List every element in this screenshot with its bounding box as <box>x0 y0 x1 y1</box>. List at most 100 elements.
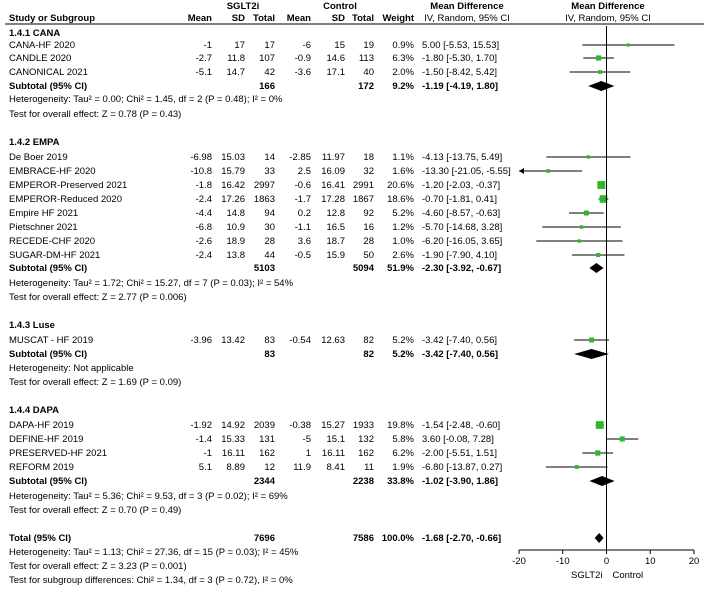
study-m2: -0.5 <box>295 250 311 261</box>
study-m2: -5 <box>303 434 311 445</box>
total-heterogeneity: Heterogeneity: Tau² = 1.13; Chi² = 27.36… <box>9 547 299 558</box>
study-m1: -2.4 <box>196 194 212 205</box>
study-n1: 44 <box>264 250 275 261</box>
study-marker <box>579 225 584 229</box>
subtotal-n2: 82 <box>363 349 374 360</box>
study-m1: -3.96 <box>190 335 212 346</box>
study-weight: 6.3% <box>392 53 414 64</box>
subgroup-heterogeneity: Heterogeneity: Tau² = 0.00; Chi² = 1.45,… <box>9 94 283 105</box>
study-marker <box>595 55 602 61</box>
study-m1: -6.8 <box>196 222 212 233</box>
study-sd2: 17.28 <box>321 194 345 205</box>
study-marker <box>546 169 551 173</box>
study-name: Empire HF 2021 <box>9 208 78 219</box>
study-n2: 1933 <box>353 420 374 431</box>
study-ci: -4.13 [-13.75, 5.49] <box>422 152 502 163</box>
study-ci: -5.70 [-14.68, 3.28] <box>422 222 502 233</box>
study-n1: 94 <box>264 208 275 219</box>
study-n2: 92 <box>363 208 374 219</box>
study-name: DEFINE-HF 2019 <box>9 434 83 445</box>
study-ci: -1.20 [-2.03, -0.37] <box>422 180 500 191</box>
subgroup-heterogeneity: Heterogeneity: Tau² = 5.36; Chi² = 9.53,… <box>9 491 288 502</box>
total-overall-effect: Test for overall effect: Z = 3.23 (P = 0… <box>9 561 187 572</box>
study-sd1: 14.7 <box>227 67 246 78</box>
header-plot-method: IV, Random, 95% CI <box>565 13 651 24</box>
study-n1: 2039 <box>254 420 275 431</box>
header-group2: Control <box>323 1 357 12</box>
study-weight: 5.8% <box>392 434 414 445</box>
study-marker <box>586 155 591 159</box>
subtotal-label: Subtotal (95% CI) <box>9 263 87 274</box>
study-name: CANDLE 2020 <box>9 53 71 64</box>
study-ci: -6.80 [-13.87, 0.27] <box>422 462 502 473</box>
study-n1: 17 <box>264 40 275 51</box>
study-sd1: 13.8 <box>227 250 246 261</box>
forest-plot-panel: -20 -10 0 10 20 SGLT2i Control <box>512 26 699 581</box>
x-tick-label: 20 <box>689 556 700 567</box>
header-sd1: SD <box>232 13 245 24</box>
study-m2: -0.9 <box>295 53 311 64</box>
study-sd2: 18.7 <box>327 236 346 247</box>
x-tick-label: 10 <box>645 556 656 567</box>
study-m2: 0.2 <box>298 208 311 219</box>
study-sd2: 16.5 <box>327 222 346 233</box>
study-m2: -0.6 <box>295 180 311 191</box>
study-n2: 50 <box>363 250 374 261</box>
study-sd1: 15.03 <box>221 152 245 163</box>
study-ci: 3.60 [-0.08, 7.28] <box>422 434 494 445</box>
study-m1: -1.92 <box>190 420 212 431</box>
subtotal-label: Subtotal (95% CI) <box>9 476 87 487</box>
subtotal-n2: 2238 <box>353 476 374 487</box>
study-m1: -1.8 <box>196 180 212 191</box>
study-n2: 2991 <box>353 180 374 191</box>
study-n2: 162 <box>358 448 374 459</box>
study-sd1: 18.9 <box>227 236 246 247</box>
study-ci: -1.50 [-8.42, 5.42] <box>422 67 497 78</box>
study-sd1: 14.8 <box>227 208 246 219</box>
study-m2: -6 <box>303 40 311 51</box>
study-weight: 5.2% <box>392 208 414 219</box>
study-m2: -0.54 <box>289 335 311 346</box>
subtotal-n2: 172 <box>358 81 374 92</box>
study-sd2: 16.09 <box>321 166 345 177</box>
subtotal-n1: 166 <box>259 81 275 92</box>
study-n2: 82 <box>363 335 374 346</box>
study-sd1: 16.42 <box>221 180 245 191</box>
subtotal-diamond <box>588 81 615 91</box>
subtotal-diamond <box>589 263 604 273</box>
study-n2: 11 <box>364 462 374 473</box>
study-m1: -1.4 <box>196 434 212 445</box>
study-m1: -6.98 <box>190 152 212 163</box>
study-n1: 42 <box>264 67 275 78</box>
study-n2: 1867 <box>353 194 374 205</box>
study-m2: -1.7 <box>295 194 311 205</box>
study-sd1: 17.26 <box>221 194 245 205</box>
study-n1: 83 <box>264 335 275 346</box>
study-weight: 1.0% <box>392 236 414 247</box>
study-m1: -2.6 <box>196 236 212 247</box>
study-ci: -1.90 [-7.90, 4.10] <box>422 250 497 261</box>
study-name: EMPEROR-Reduced 2020 <box>9 194 122 205</box>
study-m1: -4.4 <box>196 208 212 219</box>
study-sd2: 14.6 <box>327 53 346 64</box>
study-n1: 162 <box>259 448 275 459</box>
study-n2: 18 <box>363 152 374 163</box>
subgroup-heterogeneity: Heterogeneity: Tau² = 1.72; Chi² = 15.27… <box>9 278 294 289</box>
study-marker <box>583 210 589 216</box>
subgroup-title: 1.4.2 EMPA <box>9 137 60 148</box>
header-study: Study or Subgroup <box>9 13 95 24</box>
study-name: PRESERVED-HF 2021 <box>9 448 107 459</box>
header-md-method: IV, Random, 95% CI <box>424 13 510 24</box>
header-plot-title: Mean Difference <box>571 1 644 12</box>
study-weight: 1.1% <box>392 152 414 163</box>
x-tick-label: -20 <box>512 556 526 567</box>
study-n1: 33 <box>264 166 275 177</box>
study-m2: 2.5 <box>298 166 311 177</box>
study-weight: 2.0% <box>392 67 414 78</box>
study-sd2: 15.1 <box>327 434 346 445</box>
study-marker <box>599 195 608 203</box>
subtotal-n2: 5094 <box>353 263 375 274</box>
subtotal-n1: 83 <box>264 349 275 360</box>
header-weight: Weight <box>383 13 415 24</box>
subtotal-weight: 51.9% <box>387 263 414 274</box>
